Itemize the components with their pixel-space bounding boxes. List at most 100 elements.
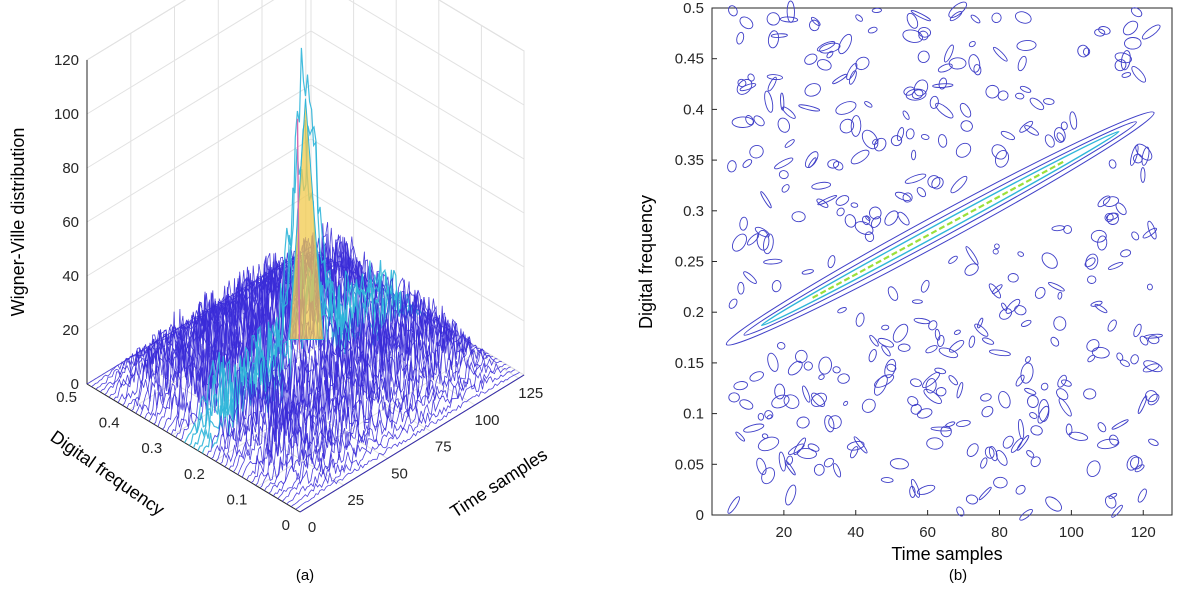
panel-b-contour-blob — [1002, 435, 1014, 449]
panel-b-contour-blob — [1130, 354, 1139, 365]
panel-b-contour-blob — [839, 118, 855, 134]
panel-b-contour-blob — [764, 410, 774, 420]
panel-b-contour-blob — [889, 458, 909, 470]
panel-b-contour-blob — [1015, 92, 1025, 100]
panel-b-ridge-contour — [743, 121, 1137, 336]
panel-b-contour-blob — [754, 226, 770, 238]
panel-b-contour-blob — [1026, 450, 1035, 458]
panel-b-contour-blob — [1109, 434, 1119, 446]
panel-b-contour-blob — [766, 12, 780, 26]
panel-b-contour-blob — [920, 279, 930, 293]
panel-b-contour-blob — [985, 84, 1000, 99]
panel-b-contour-blob — [739, 399, 754, 410]
panel-b-contour-blob — [999, 308, 1013, 320]
panel-b-contour-blob — [835, 101, 857, 115]
panel-b-contour-blob — [903, 86, 915, 96]
panel-b-contour-blob — [832, 463, 842, 478]
panel-b-contour-blob — [798, 104, 821, 112]
panel-b-contour-blob — [1014, 305, 1027, 316]
panel-b-contour-blob — [911, 149, 917, 161]
panel-b-contour-blob — [861, 129, 879, 150]
panel-b-contour-blob — [965, 494, 979, 505]
panel-b-contour-blob — [1102, 196, 1120, 207]
panel-b-contour-blob — [767, 352, 779, 372]
panel-b-contour-blob — [950, 175, 968, 194]
panel-b-contour-blob — [1025, 356, 1031, 363]
panel-b-contour-blob — [880, 477, 894, 483]
panel-b-contour-blob — [1090, 300, 1103, 307]
panel-b-contour-blob — [1069, 111, 1078, 130]
panel-b-contour-blob — [813, 463, 825, 476]
panel-b-contour-blob — [771, 394, 790, 409]
panel-b-contour-blob — [767, 76, 777, 92]
panel-b-contour-blob — [1122, 20, 1139, 36]
panel-b-contour-blob — [870, 216, 882, 228]
panel-b-contour-blob — [760, 191, 772, 209]
panel-b-contour-blob — [811, 181, 832, 190]
panel-b-contour-blob — [828, 415, 842, 429]
panel-b-contour-blob — [1086, 339, 1100, 352]
panel-b-contour-blob — [881, 345, 891, 357]
panel-b-contour-blob — [1130, 144, 1139, 166]
panel-b-contour-blob — [904, 173, 927, 184]
panel-b-contour-blob — [1097, 235, 1108, 251]
panel-b-contour-blob — [917, 27, 932, 38]
panel-b-contour-blob — [1020, 362, 1034, 384]
panel-a-peak-mark — [288, 98, 325, 340]
panel-b-contour-blob — [1020, 319, 1032, 327]
panel-b-contour-blob — [916, 187, 927, 198]
panel-b-contour-blob — [1130, 456, 1143, 470]
panel-b-caption: (b) — [949, 567, 967, 584]
panel-b-contour-blob — [742, 159, 753, 168]
panel-a-caption: (a) — [296, 567, 314, 584]
panel-b-contour-blob — [890, 135, 903, 147]
panel-b-contour-blob — [1094, 28, 1106, 37]
panel-b-contour-blob — [988, 283, 1002, 299]
panel-b-contour-blob — [782, 106, 796, 119]
panel-a-ytick-label: 0.3 — [141, 440, 162, 457]
panel-b-contour-blob — [881, 324, 890, 331]
panel-b-contour-blob — [910, 378, 922, 388]
panel-b-contour-blob — [757, 412, 765, 421]
panel-b-contour-blob — [1030, 456, 1041, 468]
panel-b-contour-blob — [728, 392, 740, 403]
panel-b-contour-blob — [1037, 405, 1050, 424]
panel-b-contour-blob — [991, 12, 1002, 24]
panel-b-contour-blob — [934, 328, 941, 341]
panel-b-contour-blob — [1017, 55, 1027, 72]
panel-b-contour-blob — [1139, 335, 1149, 346]
panel-b-contour-blob — [1134, 464, 1145, 473]
panel-b-contour-blob — [973, 64, 982, 76]
panel-b-contour-blob — [1019, 508, 1033, 521]
panel-b-contour-blob — [1056, 388, 1069, 401]
panel-b-contour-blob — [835, 195, 850, 206]
panel-b-contour-blob — [907, 396, 919, 407]
panel-b-contour-blob — [953, 329, 961, 335]
panel-b-contour-blob — [850, 149, 870, 165]
panel-b-contour-blob — [965, 246, 979, 265]
panel-b-contour-blob — [1044, 134, 1055, 148]
panel-a-surface-line — [264, 335, 489, 491]
panel-a-xtick-label: 25 — [347, 492, 364, 509]
panel-a-ztick-label: 120 — [54, 52, 79, 69]
panel-a-zgrid — [86, 0, 525, 115]
panel-b-contour-blob — [1043, 98, 1055, 105]
panel-b-contour-blob — [906, 12, 919, 29]
panel-b-contour-blob — [932, 83, 954, 88]
panel-b-contour-blob — [1015, 484, 1026, 495]
panel-b-contour-blob — [1087, 275, 1097, 284]
panel-b-contour-blob — [743, 271, 757, 284]
panel-b-contour-blob — [978, 486, 992, 501]
panel-b-ytick-label: 0.5 — [683, 0, 704, 17]
panel-b-contour-blob — [837, 373, 850, 384]
panel-b-contour-blob — [761, 433, 769, 439]
panel-a-xtick-label: 75 — [435, 439, 452, 456]
panel-b-contour-blob — [766, 74, 784, 81]
panel-b-contour-blob — [731, 116, 755, 128]
panel-b-contour-blob — [980, 457, 988, 469]
panel-a-peak — [288, 98, 325, 350]
panel-b-contour-blob — [1065, 423, 1073, 436]
panel-b-contour-blob — [977, 317, 984, 329]
panel-b-contour-blob — [992, 248, 999, 255]
panel-b-contour-blob — [902, 110, 910, 120]
